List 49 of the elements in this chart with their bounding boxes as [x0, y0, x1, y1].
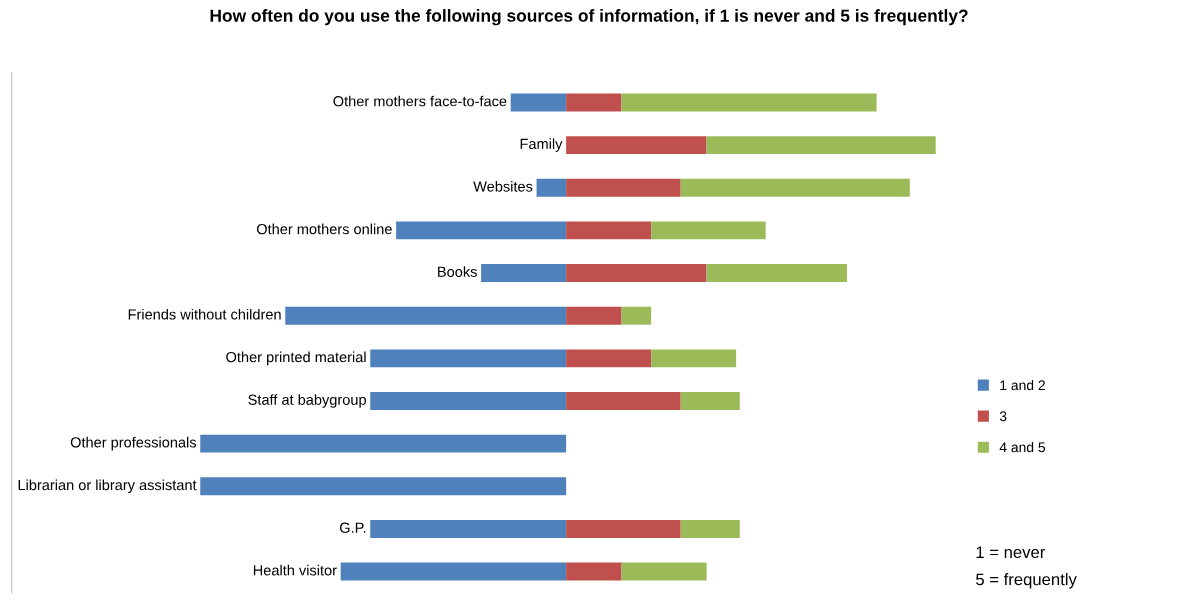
- bar: [536, 178, 567, 197]
- chart-title: How often do you use the following sources of information, if 1 is never and 5 is frequently?: [210, 9, 968, 26]
- legend-label: 3: [999, 411, 1007, 422]
- bar: [510, 93, 567, 112]
- text: 5 = frequently: [976, 573, 1077, 589]
- legend-label: 1 and 2: [1000, 379, 1045, 391]
- bar: [621, 562, 707, 581]
- bar: [566, 93, 622, 112]
- bar: [651, 349, 737, 368]
- bar: [566, 178, 681, 197]
- y-tick-label: G.P.: [340, 522, 366, 533]
- bar: [566, 221, 652, 240]
- bar: [566, 136, 707, 155]
- bar: [706, 264, 848, 282]
- bar: [200, 477, 567, 496]
- bar: [566, 264, 707, 282]
- bar: [370, 349, 567, 368]
- bar: [566, 519, 681, 538]
- bar: [200, 434, 567, 453]
- y-tick-label: Staff at babygroup: [248, 394, 366, 408]
- y-tick-label: Other mothers face-to-face: [333, 95, 507, 107]
- y-tick-label: Books: [438, 266, 477, 277]
- bar: [396, 221, 567, 240]
- bar: [680, 519, 740, 538]
- bar: [566, 349, 652, 368]
- y-tick-label: Librarian or library assistant: [18, 479, 197, 494]
- bar: [370, 519, 567, 538]
- y-tick-label: Other mothers online: [256, 223, 392, 235]
- y-tick-label: Websites: [473, 180, 533, 192]
- bar: [680, 392, 740, 410]
- bar: [370, 392, 567, 410]
- y-tick-label: Family: [520, 138, 563, 152]
- bar: [566, 306, 622, 325]
- bar: [481, 264, 567, 282]
- bar: [651, 221, 766, 240]
- y-tick-label: Other professionals: [70, 436, 197, 451]
- bar: [621, 93, 877, 112]
- bar: [285, 306, 567, 325]
- y-tick-label: Other printed material: [226, 351, 366, 366]
- y-tick-label: Health visitor: [253, 564, 337, 576]
- bar: [566, 562, 622, 581]
- legend-label: 4 and 5: [999, 441, 1046, 453]
- text: 1 = never: [976, 546, 1046, 559]
- bar: [566, 392, 681, 410]
- bar: [340, 562, 567, 581]
- bar: [680, 178, 910, 197]
- bar: [621, 306, 652, 325]
- y-tick-label: Friends without children: [128, 308, 281, 320]
- bar: [706, 136, 936, 155]
